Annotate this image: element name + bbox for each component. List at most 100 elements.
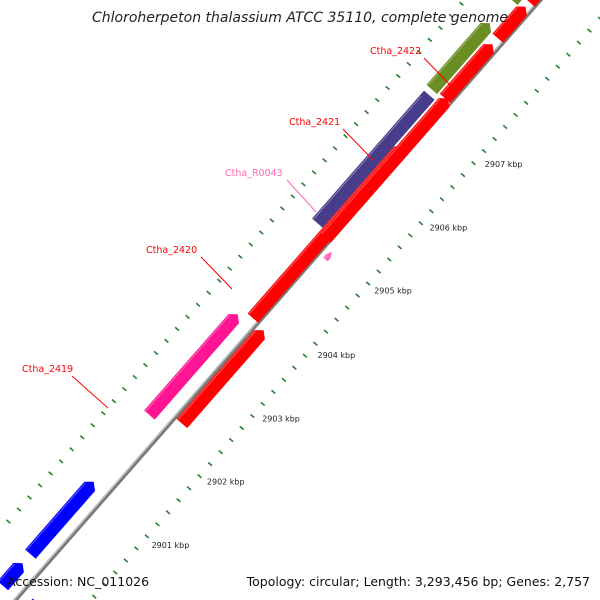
outer-tick [216,278,222,283]
outer-tick [111,398,117,404]
outer-tick [48,471,53,476]
outer-tick [185,314,190,320]
inner-tick [207,461,213,467]
outer-tick [6,519,11,524]
outer-tick [27,495,32,500]
backbone-line [12,0,544,600]
inner-tick [450,184,455,190]
gene-cds-highlight [493,7,518,35]
gene-label-leader [286,179,317,213]
inner-tick [334,317,339,322]
tick-label-kbp: 2904 kbp [318,351,356,360]
inner-tick [544,76,550,82]
outer-tick [237,254,243,259]
inner-tick [492,136,498,142]
outer-tick [448,13,454,19]
gene-rna-highlight [324,255,328,259]
inner-tick [376,269,382,274]
outer-tick [269,218,275,223]
outer-tick [416,49,422,55]
outer-tick [290,194,296,199]
accession-label: Accession: NC_011026 [7,574,150,589]
gene-cds-highlight [178,330,256,420]
inner-tick [397,245,403,250]
inner-tick [218,449,224,455]
gene-cds [527,0,541,7]
inner-tick [428,209,434,214]
outer-tick [248,242,254,247]
gene-cds [492,6,527,43]
inner-tick [407,233,413,238]
tick-label-kbp: 2903 kbp [262,415,300,424]
inner-tick [587,28,592,33]
inner-tick [260,401,266,407]
inner-tick [302,353,308,359]
gene-label: Ctha_2419 [22,364,73,375]
gene-label: Ctha_R0043 [225,168,283,179]
inner-tick [133,546,139,551]
inner-tick [176,498,181,503]
inner-tick [460,172,466,178]
inner-tick [344,305,350,310]
backbone-highlight [13,0,540,600]
tick-label-kbp: 2905 kbp [374,287,412,296]
gene-rna [323,251,332,262]
gene-label-leader [200,256,233,290]
outer-tick-ring [0,1,464,535]
inner-tick [270,389,276,395]
outer-tick [385,85,391,91]
outer-tick [153,350,159,356]
gene-blue-highlight [26,482,86,551]
gene-labels: Ctha_2419 Ctha_2420 Ctha_R0043 Ctha_2421 Cth… [22,46,456,409]
inner-tick [239,425,245,431]
gene-cds [176,330,265,429]
outer-tick [174,326,180,332]
gene-label-leader [342,128,374,161]
inner-tick [197,473,202,479]
outer-tick [279,206,285,211]
inner-tick [471,160,476,166]
inner-tick [502,124,508,130]
inner-tick [91,594,97,599]
outer-tick [459,1,464,6]
outer-tick [343,133,348,139]
outer-tick [438,25,443,31]
gene-cds-highlight [248,147,396,315]
genome-backbone [12,0,544,600]
inner-tick [555,64,561,70]
inner-tick [386,257,392,262]
gene-cds-highlight [441,44,485,95]
gene-green-highlight [427,23,482,86]
outer-tick [395,73,401,79]
inner-tick [186,485,192,491]
inner-tick [565,52,571,57]
outer-tick [332,145,338,151]
inner-tick [313,341,318,346]
outer-tick [374,97,380,103]
outer-tick [206,290,212,295]
inner-tick [123,558,129,563]
outer-tick [427,37,433,43]
gene-blue [25,481,96,559]
map-title: Chloroherpeton thalassium ATCC 35110, co… [92,10,508,26]
gene-label: Ctha_2422 [370,46,421,57]
inner-tick [165,510,171,515]
gene-purple-highlight [313,95,422,220]
inner-tick [112,570,118,575]
outer-tick [164,338,169,344]
inner-tick [439,196,445,202]
tick-label-kbp: 2902 kbp [207,478,245,487]
outer-tick [37,483,43,488]
outer-tick [100,410,106,416]
gene-purple [312,90,435,228]
outer-tick [79,434,85,440]
outer-tick [132,374,138,380]
tick-label-kbp: 2906 kbp [430,223,468,232]
outer-tick [258,230,264,235]
inner-tick [155,522,160,527]
outer-tick [301,182,306,187]
gene-label: Ctha_2421 [289,117,340,128]
